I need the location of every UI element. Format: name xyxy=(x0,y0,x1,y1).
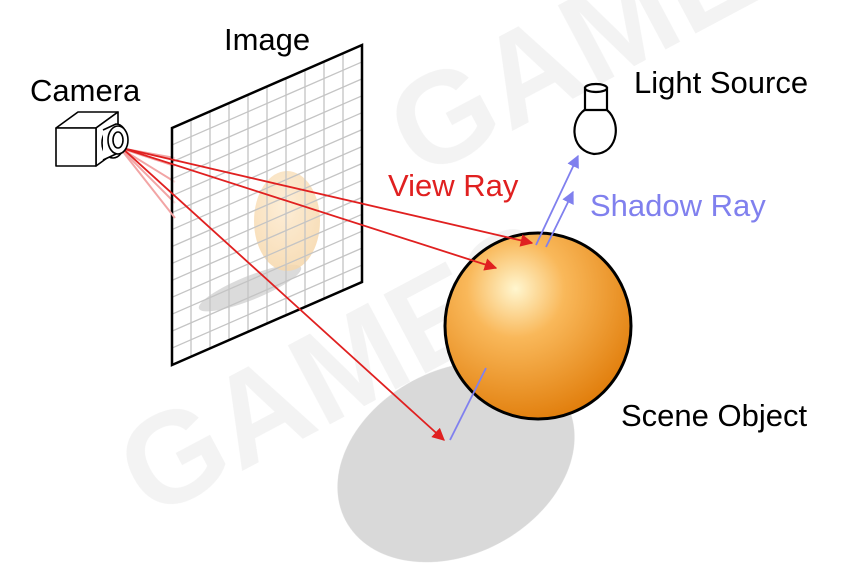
view-ray-to-sphere-left xyxy=(121,147,498,271)
grid-line-horizontal xyxy=(171,196,363,281)
light-source-label: Light Source xyxy=(634,65,808,100)
image-label: Image xyxy=(224,22,310,57)
view-ray-to-sphere-top xyxy=(121,147,534,247)
shadow-ray-2 xyxy=(545,190,574,248)
image-plane xyxy=(170,43,364,367)
camera-body-front xyxy=(55,127,97,167)
camera-label: Camera xyxy=(30,73,141,108)
shadow-rays xyxy=(449,154,579,441)
view-ray-to-ground xyxy=(121,147,445,441)
grid-line-horizontal xyxy=(171,78,363,163)
light-bulb-glass xyxy=(573,106,617,156)
grid-line-horizontal xyxy=(171,61,363,146)
camera-lens-glass xyxy=(112,131,124,149)
grid-line-horizontal xyxy=(171,162,363,248)
scene-object-label: Scene Object xyxy=(621,398,807,433)
grid-line-horizontal xyxy=(171,247,363,332)
grid-line-horizontal xyxy=(171,213,363,298)
image-grid xyxy=(171,53,363,357)
shadow-ray-1 xyxy=(535,154,579,246)
grid-line-horizontal xyxy=(171,129,363,214)
light-bulb-socket-top xyxy=(583,82,609,94)
shadow-ray-label: Shadow Ray xyxy=(590,188,766,223)
grid-line-horizontal xyxy=(171,230,363,315)
scene-sphere xyxy=(443,231,633,421)
view-ray-faint-ground xyxy=(119,147,176,219)
grid-line-horizontal xyxy=(171,95,363,180)
shadow-ray-ground xyxy=(449,367,487,441)
grid-line-horizontal xyxy=(171,264,363,349)
view-ray-label: View Ray xyxy=(388,168,519,203)
grid-line-horizontal xyxy=(171,112,363,197)
camera-icon xyxy=(55,111,129,167)
grid-line-horizontal xyxy=(171,179,363,265)
light-bulb-icon xyxy=(573,82,617,156)
view-ray-faint-4 xyxy=(119,147,176,204)
image-plane-shadow xyxy=(198,264,302,312)
view-rays xyxy=(121,147,534,441)
grid-line-horizontal xyxy=(171,145,363,231)
image-plane-border xyxy=(170,43,364,367)
